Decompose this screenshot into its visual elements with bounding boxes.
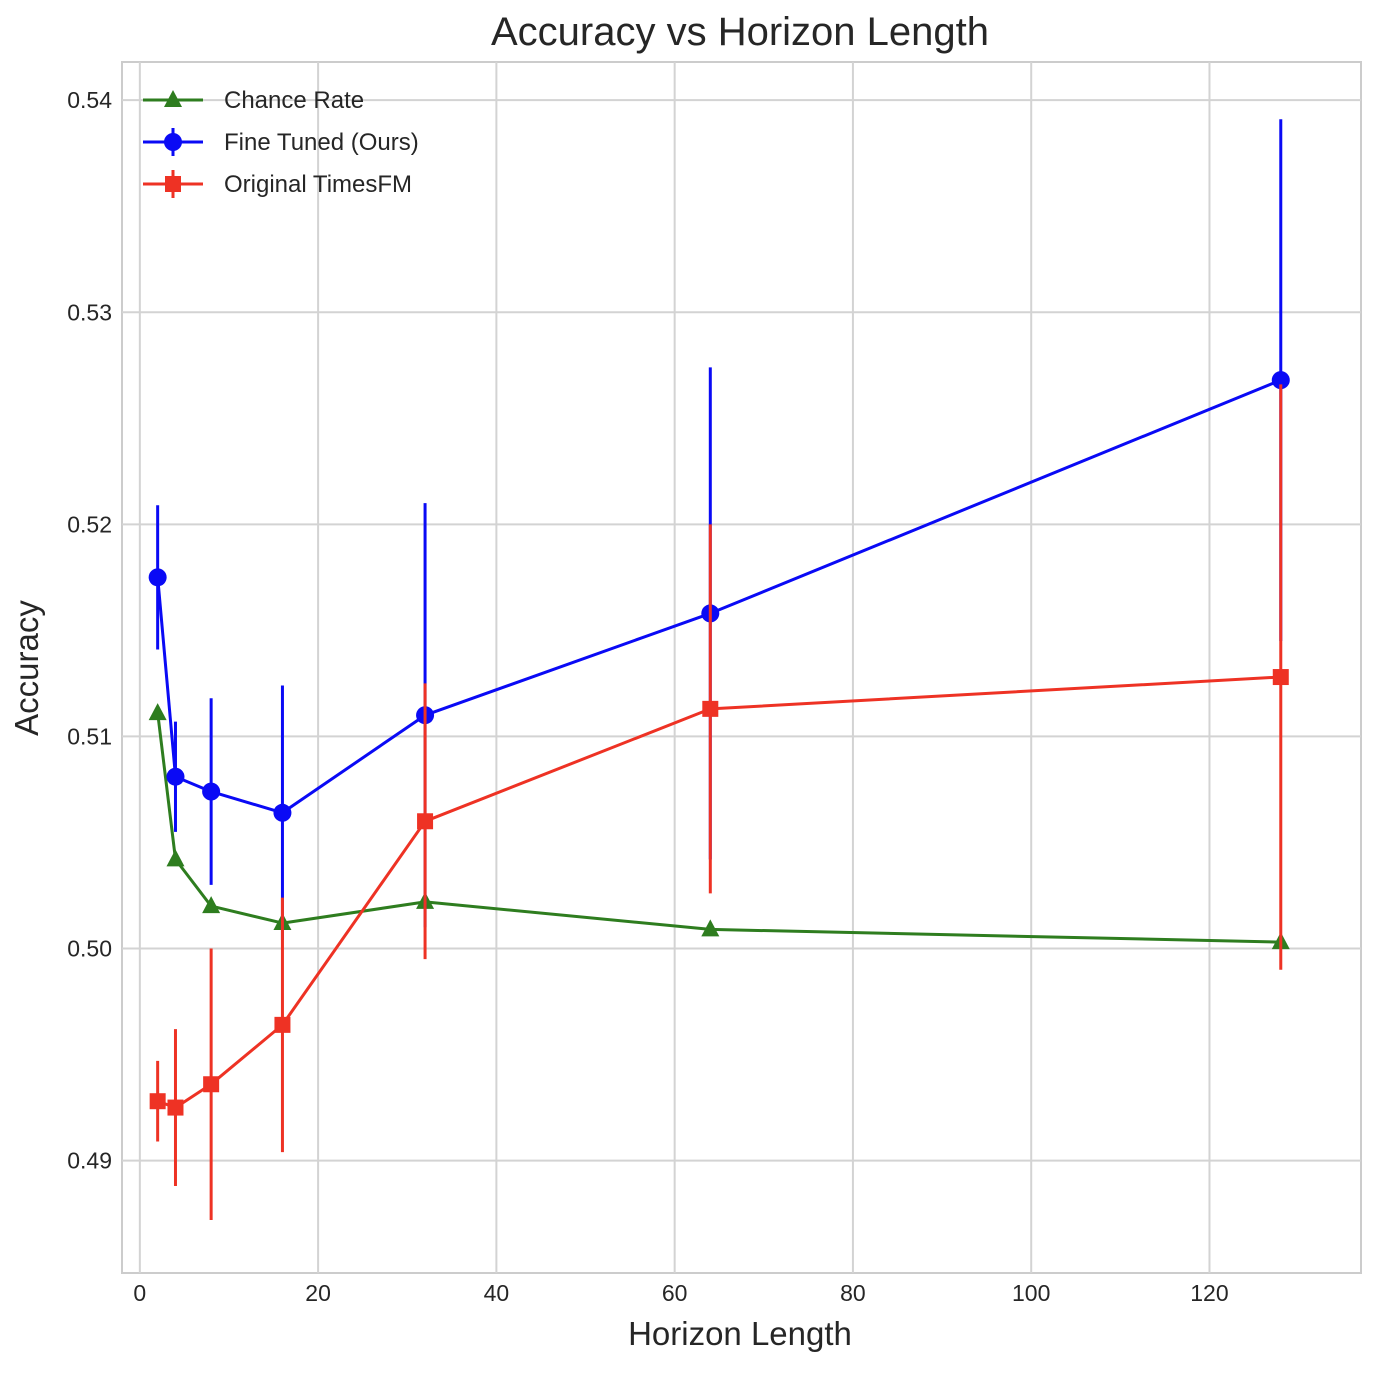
legend-entry-chance-rate: Chance Rate [143,87,364,114]
legend-entry-fine-tuned: Fine Tuned (Ours) [143,128,419,156]
y-tick-label: 0.52 [67,511,112,537]
x-tick-label: 100 [1012,1280,1050,1306]
x-tick-label: 40 [484,1280,510,1306]
data-point [166,849,185,867]
series-original-timesfm [149,384,1289,1220]
data-point [166,767,185,786]
data-point [148,703,167,721]
y-tick-label: 0.49 [67,1148,112,1174]
x-tick-label: 20 [305,1280,331,1306]
x-tick-label: 120 [1190,1280,1228,1306]
legend-label-fine-tuned: Fine Tuned (Ours) [224,129,419,156]
legend-marker-original-timesfm [165,176,181,192]
y-tick-label: 0.50 [67,936,112,962]
data-point [1272,669,1289,686]
data-point [202,782,221,801]
legend-label-chance-rate: Chance Rate [224,87,364,114]
data-point [273,803,292,822]
legend-entry-original-timesfm: Original TimesFM [143,170,412,198]
data-point [417,813,434,830]
y-axis-title: Accuracy [8,600,45,736]
data-point [702,700,719,717]
legend-marker-chance-rate [164,90,182,107]
legend: Chance Rate Fine Tuned (Ours) Original T… [143,87,419,198]
data-point [148,568,167,587]
y-tick-label: 0.54 [67,87,112,113]
legend-label-original-timesfm: Original TimesFM [224,171,412,198]
y-tick-labels: 0.49 0.50 0.51 0.52 0.53 0.54 [67,87,112,1173]
x-tick-labels: 0 20 40 60 80 100 120 [133,1280,1228,1306]
data-point [149,1093,166,1110]
x-tick-label: 60 [662,1280,688,1306]
series [148,119,1290,1220]
data-point [203,1076,220,1093]
data-point [1271,371,1290,390]
data-point [274,1016,291,1033]
x-tick-label: 0 [133,1280,146,1306]
x-axis-title: Horizon Length [628,1315,852,1352]
chart-title: Accuracy vs Horizon Length [491,10,989,54]
plot-area [121,61,1362,1274]
y-tick-label: 0.53 [67,299,112,325]
data-point [202,896,221,914]
legend-marker-fine-tuned [164,133,182,151]
data-point [701,919,720,937]
y-tick-label: 0.51 [67,723,112,749]
x-tick-label: 80 [840,1280,866,1306]
grid [122,62,1361,1273]
data-point [167,1099,184,1116]
